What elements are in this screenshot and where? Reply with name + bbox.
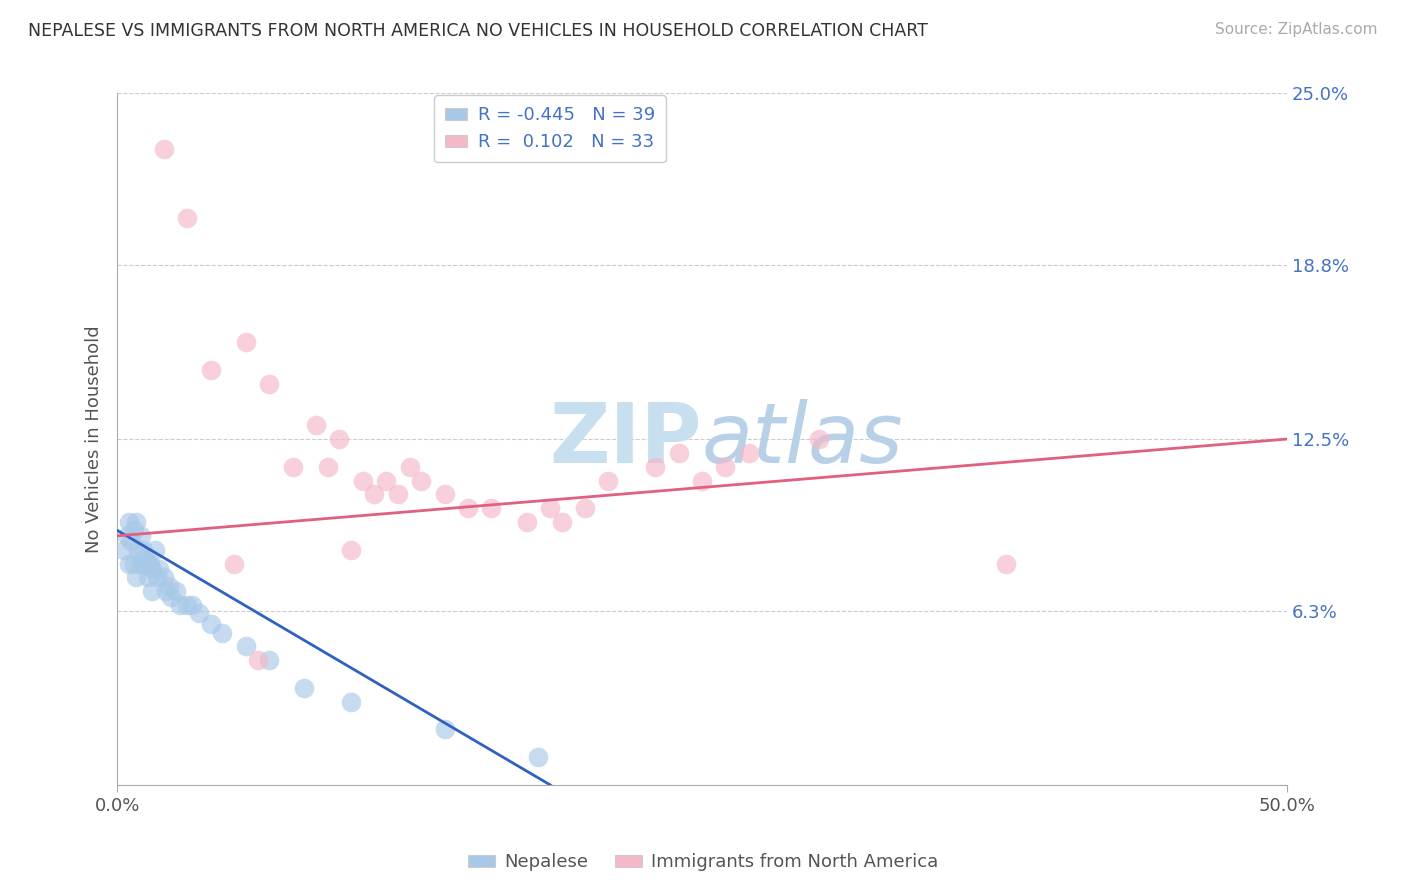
Point: [176, 598, 198, 612]
Point: [235, 640, 257, 654]
Point: [305, 418, 328, 433]
Point: [550, 515, 572, 529]
Point: [129, 529, 152, 543]
Y-axis label: No Vehicles in Household: No Vehicles in Household: [86, 326, 103, 553]
Point: [375, 474, 398, 488]
Point: [132, 542, 155, 557]
Point: [127, 542, 149, 557]
Point: [644, 459, 666, 474]
Point: [995, 557, 1018, 571]
Point: [146, 570, 169, 584]
Point: [387, 487, 409, 501]
Point: [328, 432, 350, 446]
Point: [181, 598, 204, 612]
Text: ZIP: ZIP: [550, 399, 702, 480]
Point: [155, 584, 177, 599]
Point: [153, 142, 176, 156]
Point: [235, 335, 257, 350]
Point: [246, 653, 269, 667]
Point: [176, 211, 198, 225]
Point: [363, 487, 385, 501]
Point: [668, 446, 690, 460]
Point: [598, 474, 620, 488]
Point: [292, 681, 315, 695]
Point: [129, 557, 152, 571]
Point: [122, 557, 145, 571]
Point: [125, 515, 148, 529]
Point: [807, 432, 830, 446]
Point: [153, 570, 176, 584]
Point: [281, 459, 304, 474]
Legend: Nepalese, Immigrants from North America: Nepalese, Immigrants from North America: [461, 847, 945, 879]
Point: [134, 551, 156, 566]
Text: Source: ZipAtlas.com: Source: ZipAtlas.com: [1215, 22, 1378, 37]
Point: [538, 501, 561, 516]
Point: [165, 584, 187, 599]
Point: [515, 515, 537, 529]
Point: [125, 570, 148, 584]
Point: [118, 515, 141, 529]
Point: [120, 534, 142, 549]
Point: [211, 625, 233, 640]
Point: [316, 459, 339, 474]
Point: [136, 557, 159, 571]
Point: [200, 363, 222, 377]
Point: [340, 695, 363, 709]
Point: [257, 376, 280, 391]
Point: [112, 542, 135, 557]
Point: [352, 474, 374, 488]
Point: [148, 562, 170, 576]
Point: [398, 459, 420, 474]
Point: [433, 723, 456, 737]
Text: NEPALESE VS IMMIGRANTS FROM NORTH AMERICA NO VEHICLES IN HOUSEHOLD CORRELATION C: NEPALESE VS IMMIGRANTS FROM NORTH AMERIC…: [28, 22, 928, 40]
Point: [411, 474, 433, 488]
Point: [157, 579, 180, 593]
Point: [714, 459, 737, 474]
Point: [115, 529, 138, 543]
Point: [690, 474, 713, 488]
Point: [433, 487, 456, 501]
Point: [340, 542, 363, 557]
Legend: R = -0.445   N = 39, R =  0.102   N = 33: R = -0.445 N = 39, R = 0.102 N = 33: [434, 95, 665, 162]
Point: [481, 501, 503, 516]
Point: [457, 501, 479, 516]
Text: atlas: atlas: [702, 399, 904, 480]
Point: [527, 750, 550, 764]
Point: [143, 542, 166, 557]
Point: [122, 524, 145, 538]
Point: [136, 570, 159, 584]
Point: [224, 557, 246, 571]
Point: [257, 653, 280, 667]
Point: [200, 617, 222, 632]
Point: [141, 584, 163, 599]
Point: [188, 607, 211, 621]
Point: [118, 557, 141, 571]
Point: [141, 562, 163, 576]
Point: [574, 501, 596, 516]
Point: [160, 590, 183, 604]
Point: [139, 557, 162, 571]
Point: [738, 446, 761, 460]
Point: [169, 598, 191, 612]
